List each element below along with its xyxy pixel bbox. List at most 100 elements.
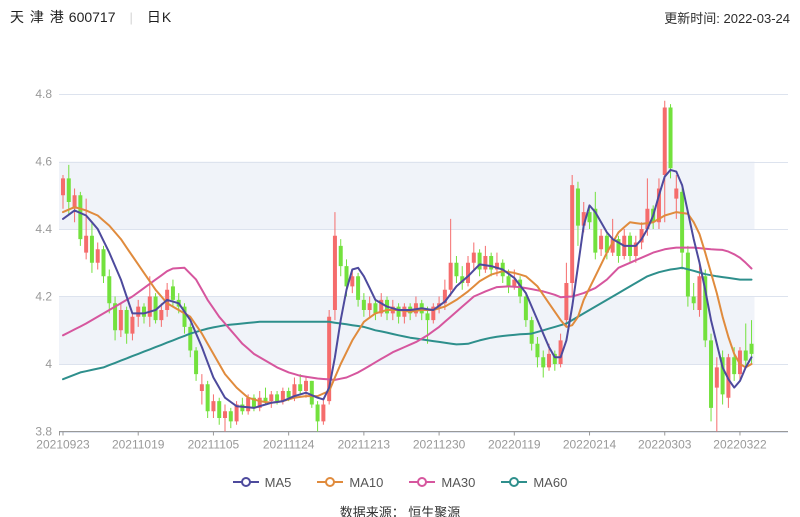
candle	[709, 333, 714, 422]
legend-item-ma10[interactable]: MA10	[317, 475, 383, 490]
legend-line-circle-icon	[501, 477, 528, 487]
candles-layer	[61, 100, 754, 432]
candle	[223, 404, 228, 432]
candle	[321, 397, 326, 425]
x-axis-tick-label: 20211213	[338, 438, 391, 452]
ma-line-ma30	[62, 246, 753, 381]
plot-band	[59, 161, 755, 229]
candle	[471, 242, 476, 270]
update-time: 更新时间: 2022-03-24	[664, 10, 790, 26]
candle	[743, 323, 748, 368]
stock-name: 天 津 港	[10, 9, 65, 25]
candle	[304, 377, 309, 398]
legend-label: MA30	[441, 474, 476, 490]
candle	[680, 188, 685, 270]
candle	[720, 350, 725, 405]
grid-lines: 4.8 4.6 4.4 4.2 4 3.8	[35, 87, 788, 439]
candle	[159, 303, 164, 327]
candle	[714, 357, 719, 432]
legend-line-circle-icon	[232, 477, 259, 487]
x-axis-tick-label: 20211230	[413, 438, 466, 452]
y-axis-tick-label: 4.6	[35, 155, 52, 169]
candle	[211, 394, 216, 418]
candle	[628, 232, 633, 263]
stock-code: 600717	[68, 9, 116, 25]
x-axis-tick-label: 20220303	[638, 438, 692, 452]
candle	[205, 380, 210, 418]
candle	[367, 296, 372, 317]
candle	[645, 178, 650, 236]
candle	[379, 293, 384, 317]
candle	[558, 333, 563, 368]
x-axis-tick-label: 20220119	[488, 438, 541, 452]
legend-item-ma5[interactable]: MA5	[232, 474, 292, 490]
ma-line-ma5	[62, 168, 753, 409]
plot-bands	[59, 161, 755, 364]
y-axis-tick-label: 4.2	[35, 290, 52, 304]
candle	[703, 269, 708, 348]
candle	[431, 303, 436, 324]
chart-header: 天 津 港 600717 | 日K 更新时间: 2022-03-24	[0, 0, 800, 32]
candle	[124, 306, 129, 344]
candle	[489, 252, 494, 277]
legend-item-ma30[interactable]: MA30	[409, 475, 475, 490]
candle	[396, 303, 401, 324]
candle	[194, 347, 199, 381]
candle	[570, 175, 575, 297]
candle	[338, 239, 343, 277]
candle	[182, 303, 187, 334]
candle	[442, 279, 447, 310]
candle	[188, 323, 193, 358]
candle	[89, 222, 94, 273]
candle	[356, 272, 361, 307]
period-label-daily-k[interactable]: 日K	[146, 9, 173, 25]
candle	[298, 374, 303, 395]
candle	[466, 256, 471, 287]
x-axis-tick-label: 20211124	[263, 438, 315, 452]
x-axis-tick-label: 20220214	[563, 438, 617, 452]
candle	[269, 391, 274, 408]
chart-legend: MA5 MA10 MA30 MA60	[0, 468, 800, 496]
legend-label: MA5	[264, 474, 292, 490]
data-source: 数据来源： 恒生聚源	[339, 505, 461, 517]
candle	[66, 164, 71, 216]
header-divider: |	[129, 9, 133, 25]
legend-line-circle-icon	[317, 477, 344, 487]
candle	[523, 293, 528, 327]
x-axis-tick-label: 20210923	[36, 438, 90, 452]
legend-label: MA10	[349, 474, 384, 490]
plot-band	[59, 296, 755, 364]
candle	[153, 293, 158, 324]
kline-chart-area[interactable]: 4.8 4.6 4.4 4.2 4 3.8 20210923 20211019 20211105…	[0, 32, 800, 464]
ma-line-ma60	[62, 266, 753, 381]
ma-line-ma10	[62, 206, 753, 404]
candle	[130, 313, 135, 341]
x-axis-tick-label: 20220322	[713, 438, 767, 452]
candle	[535, 337, 540, 368]
y-axis-tick-label: 3.8	[35, 425, 52, 439]
candle	[95, 242, 100, 270]
candle	[118, 303, 123, 337]
x-axis: 20210923 20211019 20211105 20211124 20211213…	[36, 431, 788, 452]
candle	[587, 205, 592, 229]
candle	[78, 191, 83, 246]
legend-item-ma60[interactable]: MA60	[501, 475, 567, 490]
candle	[662, 100, 667, 223]
candle	[656, 178, 661, 229]
x-axis-tick-label: 20211019	[112, 438, 165, 452]
y-axis-tick-label: 4.8	[35, 87, 52, 101]
candle	[610, 218, 615, 256]
y-axis-tick-label: 4	[45, 357, 52, 371]
candle	[593, 191, 598, 260]
candle	[633, 235, 638, 263]
candle	[61, 175, 65, 209]
candle	[460, 266, 465, 290]
candle	[373, 299, 378, 321]
candle	[616, 235, 621, 263]
candle	[483, 245, 488, 273]
candle	[228, 407, 233, 429]
candle	[101, 245, 106, 283]
candle	[113, 296, 118, 341]
